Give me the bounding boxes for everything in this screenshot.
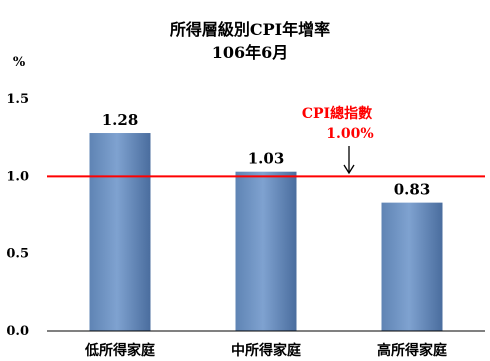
reference-line-value-label: 1.00%	[326, 126, 373, 142]
bar-value-label: 1.03	[248, 150, 285, 168]
category-label: 高所得家庭	[377, 342, 448, 359]
data-labels: 1.28 1.03 0.83	[102, 111, 431, 199]
bars	[89, 133, 443, 331]
category-labels: 低所得家庭 中所得家庭 高所得家庭	[84, 342, 448, 359]
y-tick-label: 1.0	[6, 169, 29, 184]
y-tick-label: 0.0	[6, 324, 29, 339]
chart-title: 所得層級別CPI年增率	[170, 20, 330, 39]
y-axis-unit-label: %	[13, 55, 26, 70]
reference-arrow-icon	[343, 146, 355, 175]
bar	[381, 202, 443, 331]
category-label: 低所得家庭	[84, 342, 156, 359]
y-axis-ticks: 0.0 0.5 1.0 1.5	[6, 92, 29, 339]
chart-subtitle: 106年6月	[212, 43, 289, 62]
reference-line-label: CPI總指數	[302, 105, 372, 122]
y-tick-label: 0.5	[6, 247, 29, 262]
bar-value-label: 1.28	[102, 111, 139, 129]
bar-value-label: 0.83	[394, 181, 431, 199]
category-label: 中所得家庭	[231, 342, 302, 359]
bar	[235, 171, 297, 331]
y-tick-label: 1.5	[6, 92, 29, 107]
bar	[89, 133, 151, 331]
